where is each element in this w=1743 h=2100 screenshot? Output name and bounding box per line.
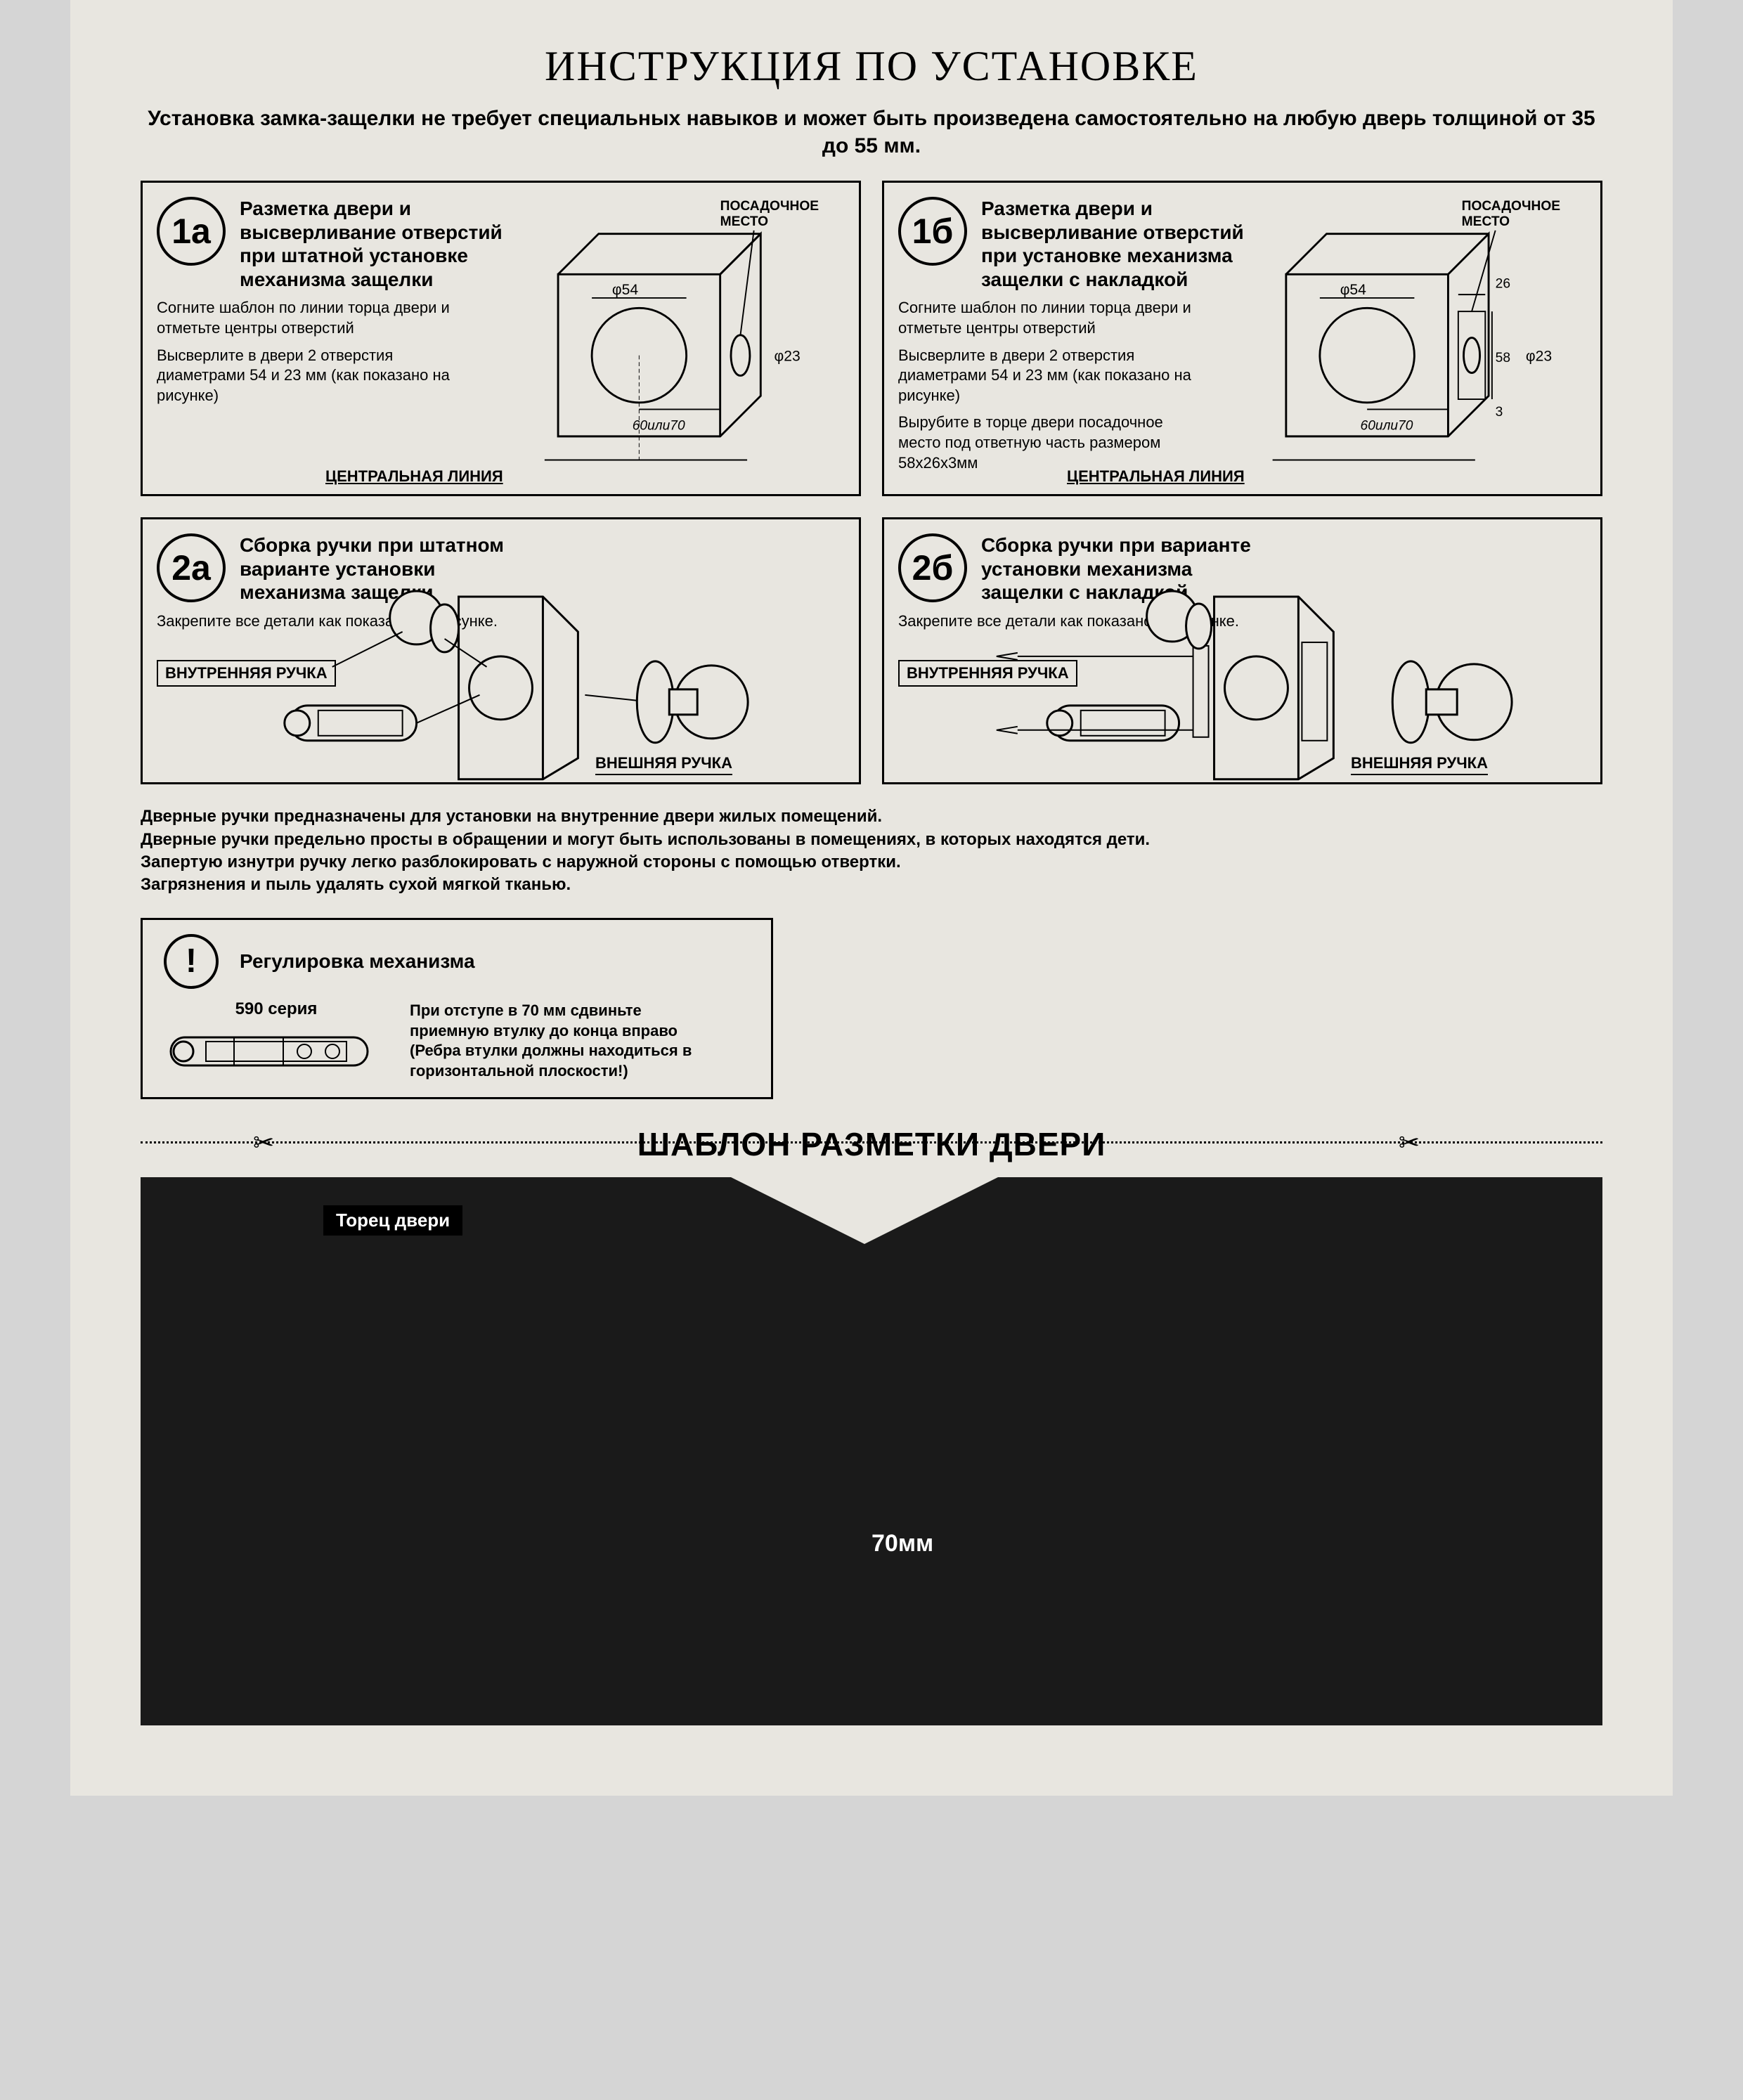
centerline-label: ЦЕНТРАЛЬНАЯ ЛИНИЯ	[325, 467, 503, 486]
svg-text:58: 58	[1496, 351, 1510, 365]
series-label: 590 серия	[164, 999, 389, 1019]
step-1a: 1а Разметка двери и высверливание отверс…	[141, 181, 861, 496]
step-body: Согните шаблон по линии торца двери и от…	[898, 298, 1193, 338]
svg-text:3: 3	[1496, 405, 1503, 420]
svg-text:φ23: φ23	[1526, 348, 1552, 364]
dim-d23: φ23	[775, 348, 801, 364]
svg-text:МЕСТО: МЕСТО	[720, 214, 768, 229]
step-2b: 2б Сборка ручки при варианте установки м…	[882, 517, 1602, 784]
scissors-icon: ✂	[1399, 1128, 1420, 1158]
centerline-label: ЦЕНТРАЛЬНАЯ ЛИНИЯ	[1067, 467, 1245, 486]
backset-60: 60мм	[815, 1389, 877, 1416]
note-line: Загрязнения и пыль удалять сухой мягкой …	[141, 874, 1602, 896]
adjust-title: Регулировка механизма	[240, 950, 475, 973]
d54-label: d=54мм	[1110, 1417, 1196, 1442]
template-diagram: Торец двери	[141, 1177, 1602, 1725]
step-body: Согните шаблон по линии торца двери и от…	[157, 298, 452, 338]
svg-text:МЕСТО: МЕСТО	[1462, 214, 1510, 229]
svg-text:Для двери 55мм: Для двери 55мм	[267, 1603, 415, 1624]
step-number: 1б	[898, 197, 967, 266]
template-title: ШАБЛОН РАЗМЕТКИ ДВЕРИ	[141, 1125, 1602, 1163]
step-number: 1а	[157, 197, 226, 266]
intro-text: Установка замка-защелки не требует специ…	[141, 105, 1602, 160]
step-body: Высверлите в двери 2 отверстия диаметрам…	[898, 346, 1193, 406]
dim-backset: 60или70	[633, 418, 685, 433]
scissors-icon: ✂	[253, 1128, 274, 1158]
note-line: Дверные ручки предназначены для установк…	[141, 805, 1602, 828]
step-body: Вырубите в торце двери посадочное место …	[898, 413, 1193, 473]
adjust-box: ! Регулировка механизма 590 серия При от…	[141, 918, 773, 1099]
dim-d54: φ54	[612, 282, 638, 298]
edge-label: Торец двери	[323, 1205, 462, 1236]
step-title: Разметка двери и высверливание отверстий…	[240, 197, 535, 291]
step-body: Высверлите в двери 2 отверстия диаметрам…	[157, 346, 452, 406]
page-title: ИНСТРУКЦИЯ ПО УСТАНОВКЕ	[141, 42, 1602, 91]
svg-text:26: 26	[1496, 277, 1510, 292]
seat-label: ПОСАДОЧНОЕ	[720, 199, 819, 214]
cut-line: ✂ ✂	[141, 1141, 1602, 1143]
svg-text:φ54: φ54	[1340, 282, 1366, 298]
svg-text:Для двери 35мм: Для двери 35мм	[267, 1645, 415, 1666]
diagram-2a	[150, 590, 852, 775]
step-2a: 2а Сборка ручки при штатном варианте уст…	[141, 517, 861, 784]
page: ИНСТРУКЦИЯ ПО УСТАНОВКЕ Установка замка-…	[70, 0, 1673, 1796]
latch-icon	[164, 1023, 389, 1080]
diagram-1a: φ54 φ23 60или70 ПОСАДОЧНОЕ МЕСТО	[511, 193, 848, 484]
exclamation-icon: !	[164, 934, 219, 989]
steps-grid: 1а Разметка двери и высверливание отверс…	[141, 181, 1602, 784]
diagram-2b	[891, 590, 1593, 775]
svg-text:60или70: 60или70	[1361, 418, 1413, 433]
svg-text:ПОСАДОЧНОЕ: ПОСАДОЧНОЕ	[1462, 199, 1561, 214]
note-line: Запертую изнутри ручку легко разблокиров…	[141, 851, 1602, 874]
adjust-text: При отступе в 70 мм сдвиньте приемную вт…	[410, 1001, 705, 1081]
diagram-1b: φ54 φ23 26 58 3 60или70 ПОСАДОЧНОЕ МЕСТО	[1252, 193, 1590, 484]
note-line: Дверные ручки предельно просты в обращен…	[141, 829, 1602, 851]
backset-70: 70мм	[872, 1530, 933, 1557]
step-1b: 1б Разметка двери и высверливание отверс…	[882, 181, 1602, 496]
d23-label: d=23мм	[351, 1482, 432, 1505]
notes-block: Дверные ручки предназначены для установк…	[141, 805, 1602, 897]
step-title: Разметка двери и высверливание отверстий…	[981, 197, 1276, 291]
